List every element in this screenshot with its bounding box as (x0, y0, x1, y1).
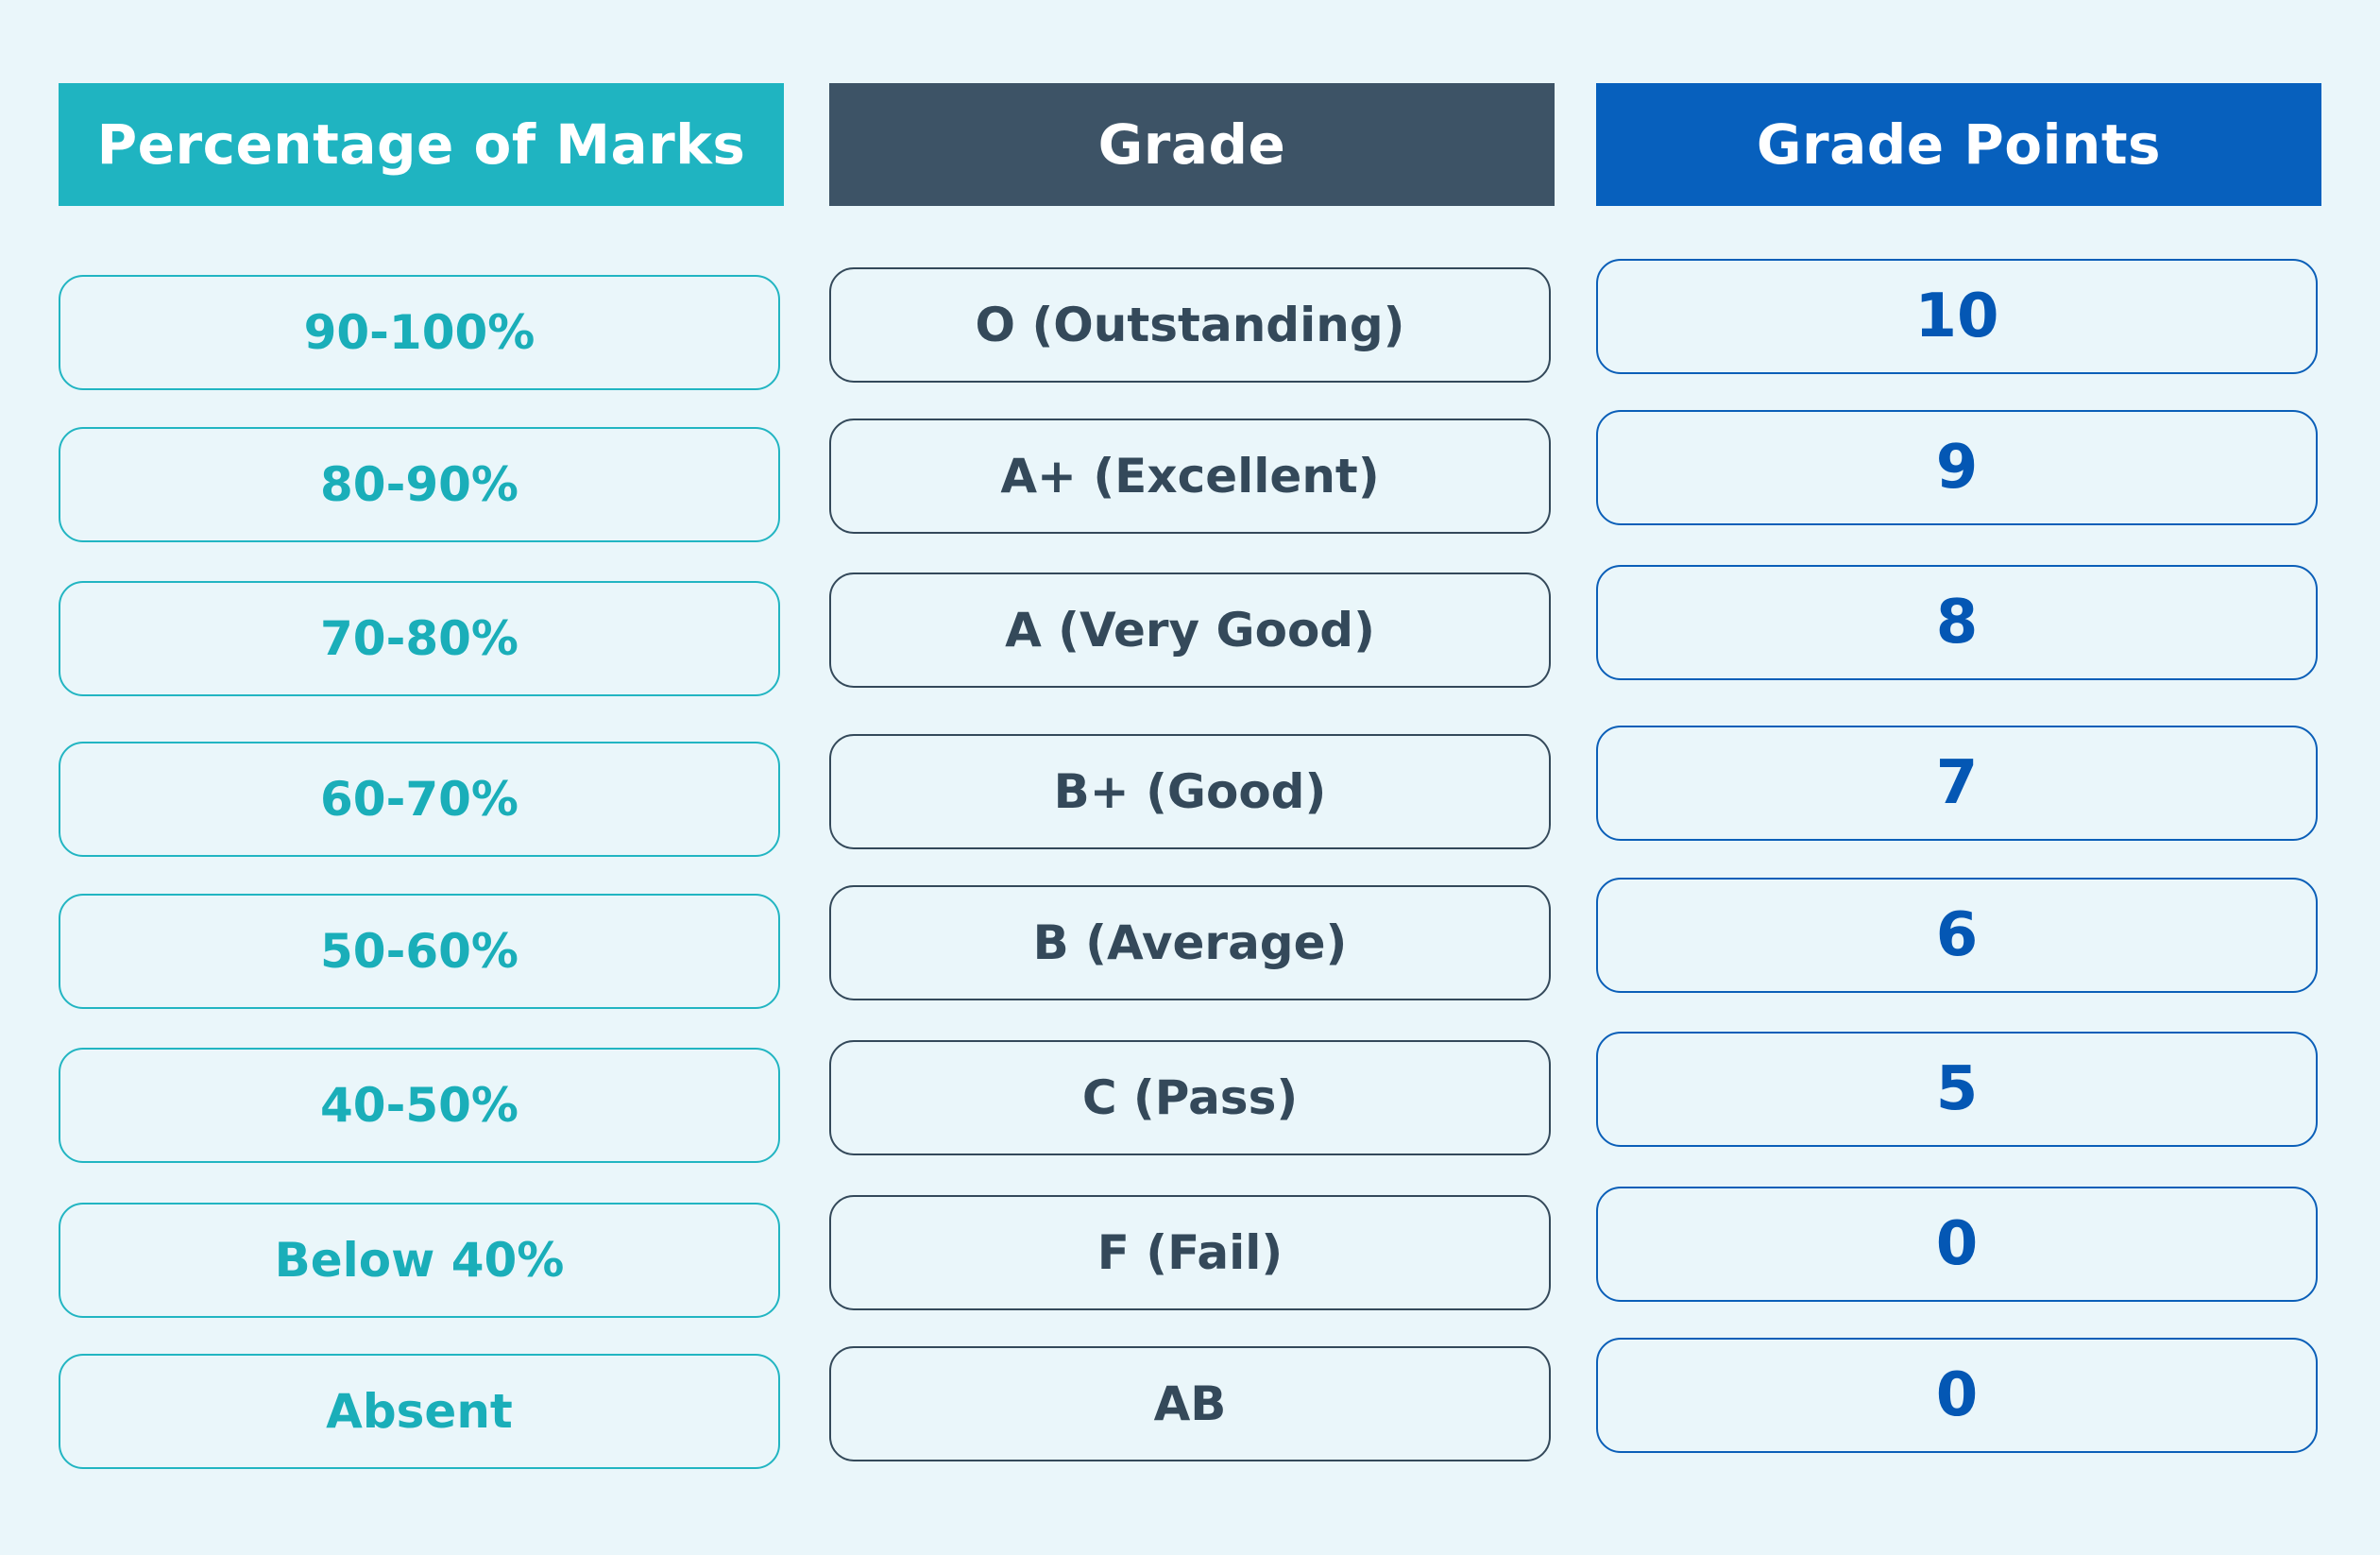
grade-cell: A+ (Excellent) (829, 419, 1551, 534)
grade-points-cell: 7 (1596, 726, 2318, 841)
grade-cell: C (Pass) (829, 1040, 1551, 1155)
percentage-cell: 70-80% (59, 581, 780, 696)
percentage-cell: 50-60% (59, 894, 780, 1009)
percentage-cell: 40-50% (59, 1048, 780, 1163)
grade-points-column: Grade Points 10 9 8 7 6 5 0 0 (1596, 0, 2321, 1555)
percentage-column: Percentage of Marks 90-100% 80-90% 70-80… (59, 0, 784, 1555)
grade-points-cell: 8 (1596, 565, 2318, 680)
grade-points-cell: 5 (1596, 1032, 2318, 1147)
grade-cell: F (Fail) (829, 1195, 1551, 1310)
percentage-cell: Absent (59, 1354, 780, 1469)
percentage-cell: 80-90% (59, 427, 780, 542)
grade-points-cell: 0 (1596, 1187, 2318, 1302)
grade-cell: A (Very Good) (829, 572, 1551, 688)
grade-points-cell: 0 (1596, 1338, 2318, 1453)
percentage-cell: 60-70% (59, 742, 780, 857)
grade-column: Grade O (Outstanding) A+ (Excellent) A (… (829, 0, 1555, 1555)
grade-cell: O (Outstanding) (829, 267, 1551, 383)
grade-cell: B+ (Good) (829, 734, 1551, 849)
grade-points-cell: 9 (1596, 410, 2318, 525)
grade-points-header: Grade Points (1596, 83, 2321, 206)
grade-cell: B (Average) (829, 885, 1551, 1000)
percentage-header: Percentage of Marks (59, 83, 784, 206)
grade-header: Grade (829, 83, 1555, 206)
grade-points-cell: 6 (1596, 878, 2318, 993)
percentage-cell: 90-100% (59, 275, 780, 390)
grade-points-cell: 10 (1596, 259, 2318, 374)
percentage-cell: Below 40% (59, 1203, 780, 1318)
grade-cell: AB (829, 1346, 1551, 1461)
